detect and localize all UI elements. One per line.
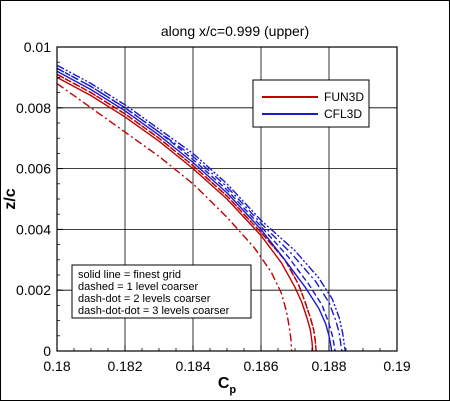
y-tick-label: 0.006 bbox=[16, 161, 51, 177]
x-tick-label: 0.184 bbox=[175, 358, 210, 374]
x-axis-title-subscript: p bbox=[229, 384, 236, 396]
x-axis-title: Cp bbox=[218, 375, 237, 396]
plot-frame bbox=[56, 46, 398, 352]
linestyle-note-line-3: dash-dot = 2 levels coarser bbox=[78, 293, 211, 305]
linestyle-note-line-4: dash-dot-dot = 3 levels coarser bbox=[78, 305, 230, 317]
series-fun3d-dashed bbox=[56, 73, 317, 352]
legend-label-fun3d: FUN3D bbox=[324, 90, 364, 104]
legend: FUN3D CFL3D bbox=[252, 79, 370, 128]
legend-label-cfl3d: CFL3D bbox=[324, 107, 362, 121]
x-tick-label: 0.188 bbox=[311, 358, 346, 374]
x-tick-label: 0.182 bbox=[107, 358, 142, 374]
y-tick-label: 0.004 bbox=[16, 221, 51, 237]
y-axis-title: z/c bbox=[2, 188, 19, 209]
series-cfl3d-solid bbox=[56, 70, 333, 352]
linestyle-note-line-2: dashed = 1 level coarser bbox=[78, 281, 198, 293]
series-cfl3d-dashdotdot bbox=[56, 64, 346, 352]
x-tick-label: 0.19 bbox=[383, 358, 410, 374]
tick-layer: 0.18 0.182 0.184 0.186 0.188 0.19 0 0.002 0.004 0… bbox=[16, 39, 411, 374]
y-tick-label: 0.002 bbox=[16, 282, 51, 298]
series-fun3d-solid bbox=[56, 76, 314, 352]
x-tick-label: 0.18 bbox=[43, 358, 70, 374]
series-fun3d-dashdotdot bbox=[56, 73, 317, 352]
y-tick-label: 0 bbox=[43, 343, 51, 359]
y-tick-label: 0.008 bbox=[16, 100, 51, 116]
series-layer bbox=[56, 64, 346, 352]
x-tick-label: 0.186 bbox=[243, 358, 278, 374]
series-cfl3d-dashdot bbox=[56, 67, 343, 352]
chart-title: along x/c=0.999 (upper) bbox=[161, 23, 309, 39]
y-tick-label: 0.01 bbox=[24, 39, 51, 55]
legend-box bbox=[252, 79, 370, 128]
series-fun3d-dashdot bbox=[56, 82, 293, 352]
linestyle-note-box bbox=[71, 264, 252, 319]
linestyle-note: solid line = finest grid dashed = 1 leve… bbox=[71, 264, 252, 319]
linestyle-note-line-1: solid line = finest grid bbox=[78, 269, 181, 281]
